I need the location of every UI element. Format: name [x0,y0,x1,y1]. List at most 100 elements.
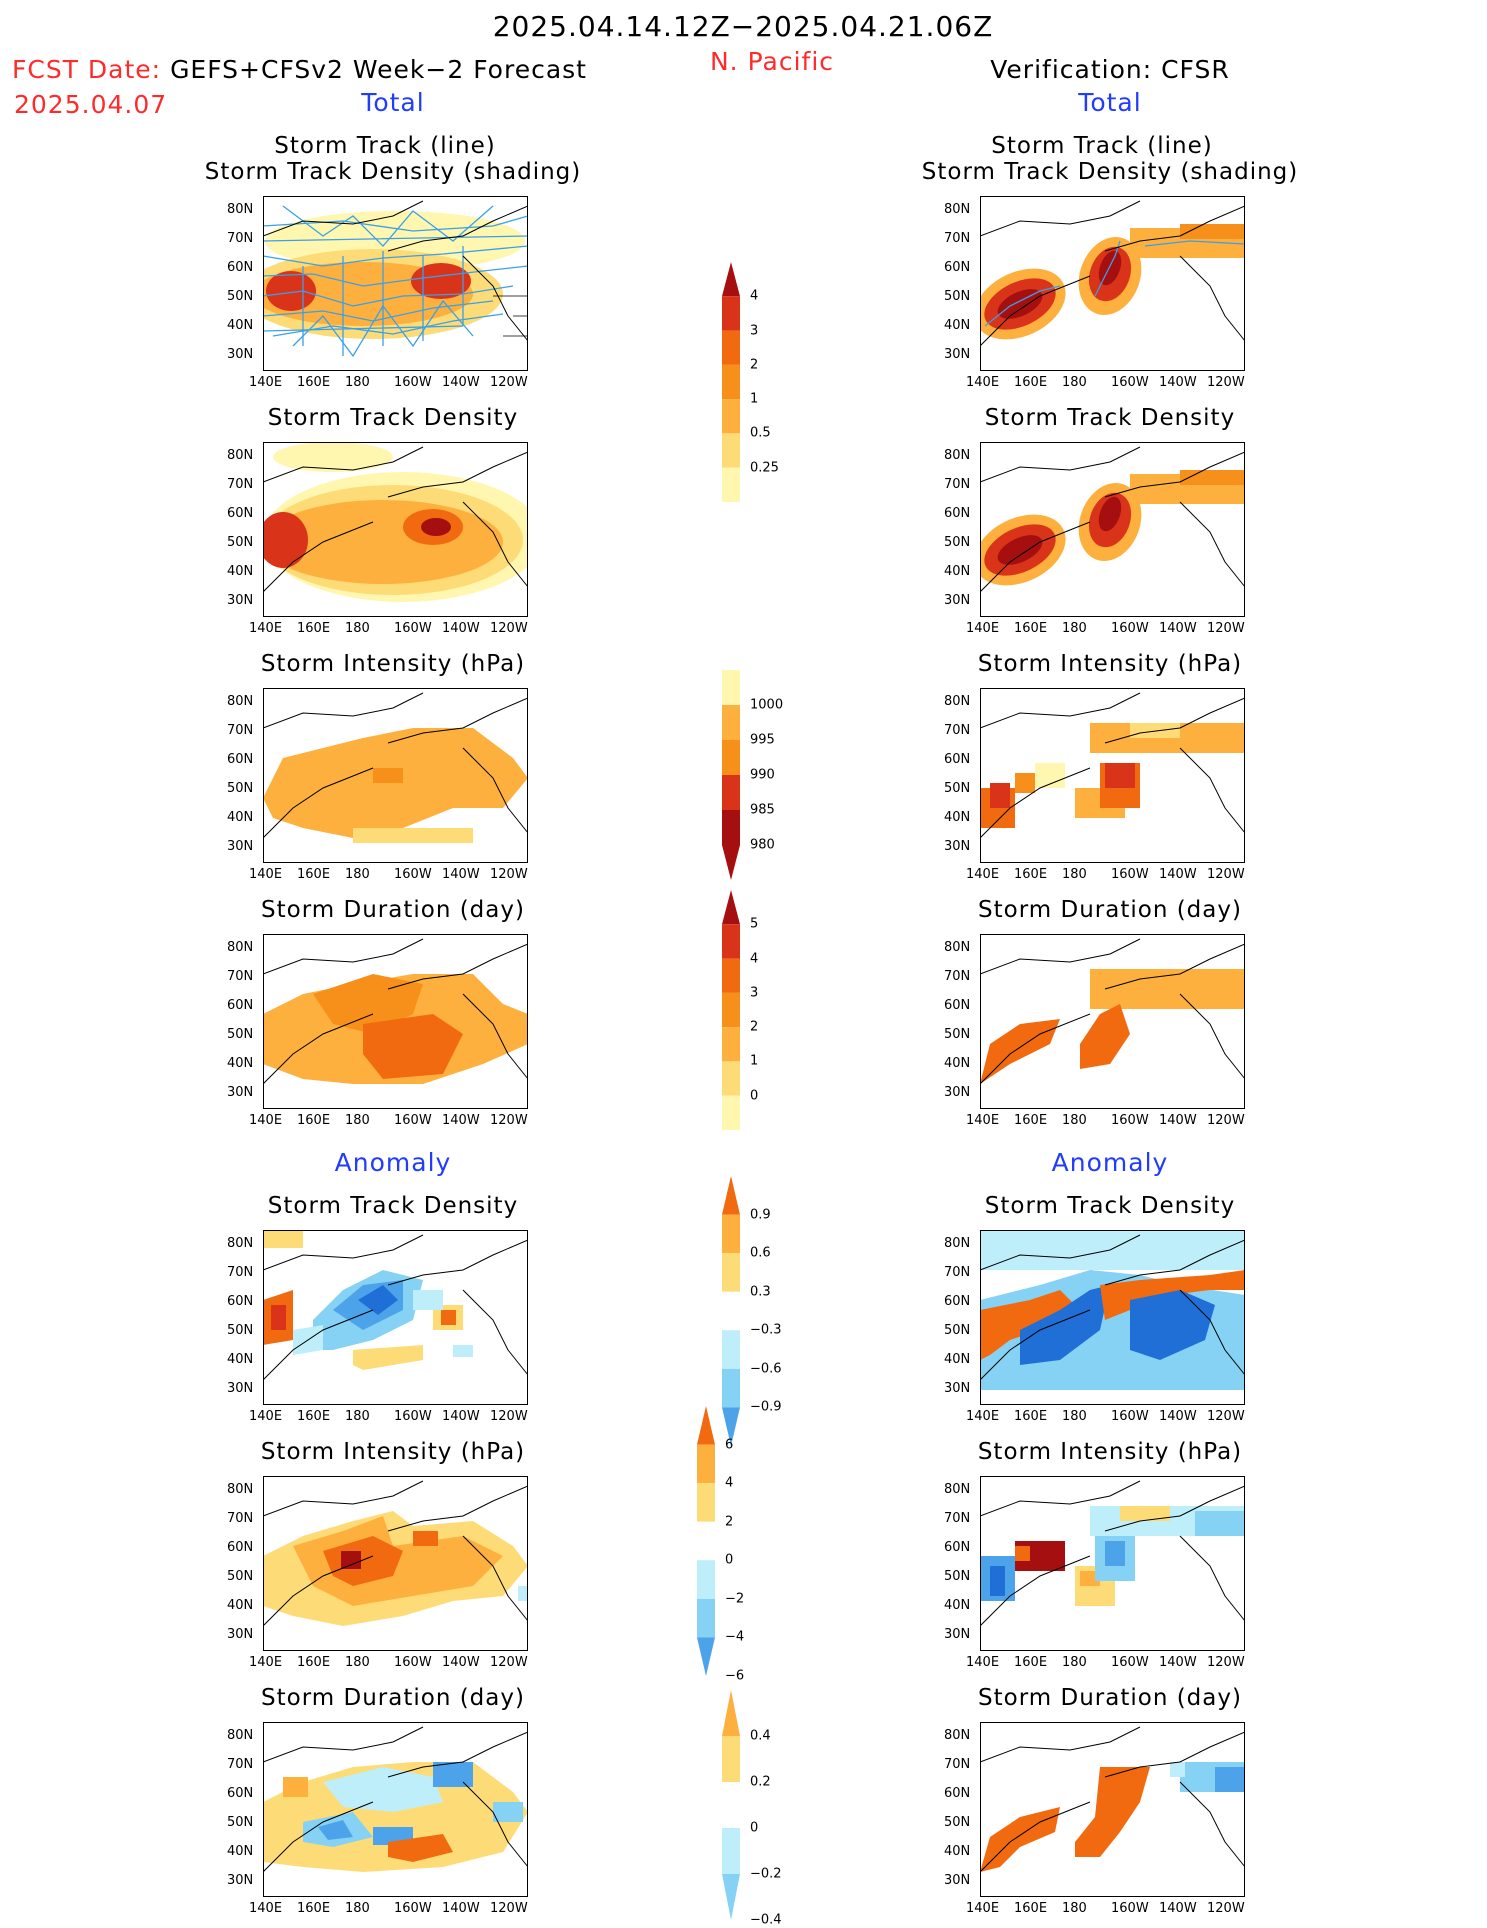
colorbar-label: 3 [750,323,759,339]
lat-tick-label: 40N [944,1598,971,1613]
lon-tick-label: 120W [490,621,528,636]
lat-tick-label: 80N [944,1728,971,1743]
lat-tick-label: 50N [944,289,971,304]
colorbar-swatch [697,1637,715,1676]
lon-tick-label: 160E [297,621,331,636]
lon-tick-label: 140W [442,621,480,636]
map-duration-anom-left: 80N 70N 60N 50N 40N 30N 140E 160E 180 160W 140W 120… [227,1722,528,1916]
colorbar-label: 0.4 [750,1728,771,1744]
colorbar-swatch [697,1483,715,1522]
map-duration-right: 80N 70N 60N 50N 40N 30N 140E 160E 180 160W 140W 120… [944,934,1245,1128]
lat-tick-label: 80N [227,202,254,217]
lat-tick-label: 40N [227,1598,254,1613]
lon-tick-label: 180 [345,1655,370,1670]
lat-tick-label: 30N [944,839,971,854]
lon-tick-label: 140W [442,1901,480,1916]
map-intensity-anom-left: 80N 70N 60N 50N 40N 30N 140E 160E 180 160W 140W 120… [227,1476,528,1670]
lat-tick-label: 40N [944,810,971,825]
colorbar-swatch [697,1406,715,1445]
lon-tick-label: 140W [1159,375,1197,390]
title-density-anom-right: Storm Track Density [984,1193,1236,1219]
lon-tick-label: 140E [249,1113,283,1128]
lat-tick-label: 30N [227,839,254,854]
lat-tick-label: 30N [944,347,971,362]
lat-tick-label: 50N [944,535,971,550]
lat-tick-label: 60N [944,1786,971,1801]
lon-tick-label: 180 [345,1901,370,1916]
lat-tick-label: 70N [227,231,254,246]
lat-tick-label: 30N [227,1381,254,1396]
colorbar-label: −0.2 [750,1866,782,1882]
fcst-model: GEFS+CFSv2 Week−2 Forecast [170,55,587,84]
lat-tick-label: 50N [227,1569,254,1584]
colorbar-swatch [697,1444,715,1484]
colorbar-swatch [722,705,740,740]
lon-tick-label: 160W [394,1901,432,1916]
colorbar-label: 1 [750,1053,759,1069]
lat-tick-label: 50N [227,781,254,796]
lat-tick-label: 50N [227,289,254,304]
lon-tick-label: 160E [1014,375,1048,390]
colorbar-label: −0.9 [750,1399,782,1415]
lat-tick-label: 40N [944,318,971,333]
lat-tick-label: 60N [944,260,971,275]
lon-tick-label: 160W [1111,867,1149,882]
colorbar-swatch [722,775,740,810]
lat-tick-label: 40N [944,564,971,579]
colorbar-label: −0.4 [750,1912,782,1928]
lat-tick-label: 80N [944,448,971,463]
colorbar-swatch [722,958,740,993]
lon-tick-label: 160W [1111,1901,1149,1916]
lon-tick-label: 160E [297,1113,331,1128]
lon-tick-label: 180 [345,1409,370,1424]
lon-tick-label: 140W [1159,1901,1197,1916]
lon-tick-label: 160W [1111,621,1149,636]
lon-tick-label: 140E [966,867,1000,882]
map-density-left: 80N 70N 60N 50N 40N 30N 140E 160E 180 160W 140W 120… [227,442,528,636]
lon-tick-label: 160E [1014,621,1048,636]
lat-tick-label: 70N [944,1757,971,1772]
lon-tick-label: 140E [249,1901,283,1916]
title-duration-anom-left: Storm Duration (day) [261,1685,525,1711]
title-intensity-anom-right: Storm Intensity (hPa) [977,1439,1243,1465]
lon-tick-label: 140W [442,867,480,882]
colorbar-swatch [722,330,740,365]
lon-tick-label: 120W [490,867,528,882]
lat-tick-label: 40N [227,1056,254,1071]
total-left-label: Total [361,88,425,117]
lon-tick-label: 140E [966,1901,1000,1916]
lon-tick-label: 160E [1014,1901,1048,1916]
lat-tick-label: 50N [944,1323,971,1338]
lat-tick-label: 70N [227,723,254,738]
lon-tick-label: 120W [490,1655,528,1670]
map-intensity-left: 80N 70N 60N 50N 40N 30N 140E 160E 180 160W 140W 120… [227,688,528,882]
title-duration-right: Storm Duration (day) [978,897,1242,923]
lon-tick-label: 180 [1062,375,1087,390]
lat-tick-label: 50N [944,1027,971,1042]
lon-tick-label: 140E [966,1113,1000,1128]
lon-tick-label: 180 [1062,1901,1087,1916]
colorbar-label: 0 [725,1552,734,1568]
colorbar-label: 995 [750,732,775,748]
lat-tick-label: 70N [944,1511,971,1526]
colorbar-swatch [697,1521,715,1561]
lon-tick-label: 160E [297,1901,331,1916]
lat-tick-label: 50N [944,1815,971,1830]
lat-tick-label: 60N [227,260,254,275]
colorbar-label: 4 [750,951,759,967]
lat-tick-label: 80N [227,940,254,955]
anomaly-right-label: Anomaly [1051,1148,1169,1177]
lon-tick-label: 160E [1014,1113,1048,1128]
lon-tick-label: 160W [394,867,432,882]
lat-tick-label: 70N [944,1265,971,1280]
colorbar-swatch [722,364,740,400]
colorbar-swatches [722,262,740,502]
verification-label: Verification: CFSR [990,55,1230,84]
colorbar-label: 985 [750,802,775,818]
fcst-date-value: 2025.04.07 [14,90,168,119]
colorbar-swatch [722,740,740,775]
title-track-line-right: Storm Track (line) [991,133,1213,159]
lon-tick-label: 180 [1062,1655,1087,1670]
lon-tick-label: 140W [1159,1113,1197,1128]
colorbar-label: 1000 [750,697,784,713]
